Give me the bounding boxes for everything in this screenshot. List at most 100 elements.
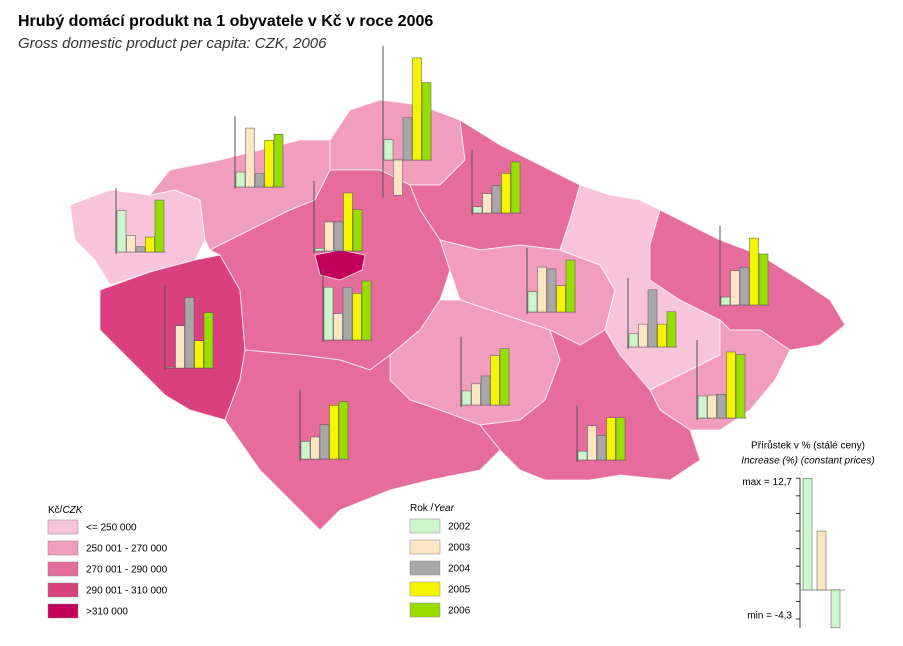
legend-title-en: CZK (62, 505, 83, 516)
legend-title-cz: Kč (48, 505, 60, 516)
bar (324, 221, 334, 252)
bar (510, 161, 521, 214)
bar (471, 383, 481, 406)
bar (300, 441, 311, 460)
bar (333, 313, 343, 341)
year-legend-title: Rok /Year (410, 503, 455, 514)
bar (596, 435, 607, 461)
bar (546, 268, 557, 313)
bar (615, 417, 626, 461)
bar (707, 394, 717, 419)
bar (154, 199, 165, 253)
bar (126, 235, 136, 253)
bar (461, 390, 472, 406)
legend-swatch (47, 582, 79, 598)
bar (565, 259, 576, 313)
bar (165, 366, 176, 369)
bar (749, 237, 759, 306)
bar (730, 270, 740, 306)
bar (556, 285, 566, 313)
region (69, 189, 206, 286)
legend-swatch (409, 581, 441, 597)
bar (273, 133, 284, 188)
bar (472, 206, 483, 214)
bar (194, 340, 204, 369)
bar (577, 450, 588, 461)
bar (342, 286, 353, 341)
region-chart (719, 226, 770, 307)
bar (116, 210, 127, 253)
legend-label: 2004 (448, 564, 471, 575)
legend-swatch (47, 519, 79, 535)
bar (393, 159, 403, 196)
bar (697, 395, 708, 419)
region-chart (460, 336, 511, 407)
legend-swatch (47, 603, 79, 619)
region-charts (115, 45, 770, 462)
legend-label: 270 001 - 290 000 (86, 565, 168, 576)
bar (537, 266, 547, 313)
legend-label: 2003 (448, 543, 471, 554)
bar (720, 296, 731, 306)
legend-label: 2006 (448, 606, 471, 617)
region-chart (234, 116, 285, 189)
bar (135, 246, 146, 253)
scale-min-label: min = -4,3 (747, 611, 792, 622)
bar (758, 253, 769, 306)
bar (587, 425, 597, 461)
region-chart (627, 277, 678, 349)
bar (310, 436, 320, 460)
legend-swatch (47, 540, 79, 556)
scale-bar (802, 477, 813, 591)
scale-subtitle: Increase (%) (constant prices) (741, 456, 874, 467)
bar (254, 173, 265, 188)
scale-max-label: max = 12,7 (742, 477, 792, 488)
bar (490, 355, 500, 406)
bar (657, 323, 667, 348)
region-chart (313, 180, 364, 253)
legend-swatch (409, 518, 441, 534)
scale-legend: max = 12,7 min = -4,3 (742, 477, 845, 629)
bar (264, 140, 274, 188)
year-legend-title-en: Year (433, 503, 454, 514)
legend-swatch (409, 560, 441, 576)
legend-label: <= 250 000 (86, 523, 137, 534)
bar (606, 417, 616, 461)
title: Hrubý domácí produkt na 1 obyvatele v Kč… (18, 13, 433, 30)
bar (638, 323, 648, 348)
bar (314, 248, 325, 252)
bar (361, 280, 372, 341)
bar (499, 348, 510, 406)
bar (319, 424, 330, 460)
bar (666, 311, 677, 348)
regions (69, 99, 846, 531)
legend-label: 290 001 - 310 000 (86, 586, 168, 597)
bar (352, 293, 362, 341)
subtitle: Gross domestic product per capita: CZK, … (18, 35, 327, 52)
bar (491, 185, 502, 214)
region-chart (526, 248, 577, 314)
year-legend-title-cz: Rok (410, 503, 429, 514)
legend-label: 2002 (448, 522, 471, 533)
legend-label: 2005 (448, 585, 471, 596)
region-chart (471, 149, 522, 215)
legend-label: >310 000 (86, 607, 128, 618)
bar (145, 236, 155, 253)
bar (647, 289, 658, 348)
bar (726, 351, 736, 419)
bar (421, 82, 432, 161)
bar (184, 297, 195, 369)
bar (323, 286, 334, 341)
region-chart (299, 389, 350, 461)
bar (383, 139, 394, 161)
bar (352, 209, 363, 252)
bar (329, 405, 339, 460)
bar (501, 173, 511, 214)
region-chart (382, 45, 433, 198)
legend-swatch (47, 561, 79, 577)
scale-bar (816, 530, 827, 591)
legend-title: Kč/CZK (48, 505, 84, 516)
bar (333, 221, 344, 252)
scale-bar (830, 589, 841, 629)
bar (338, 401, 349, 460)
